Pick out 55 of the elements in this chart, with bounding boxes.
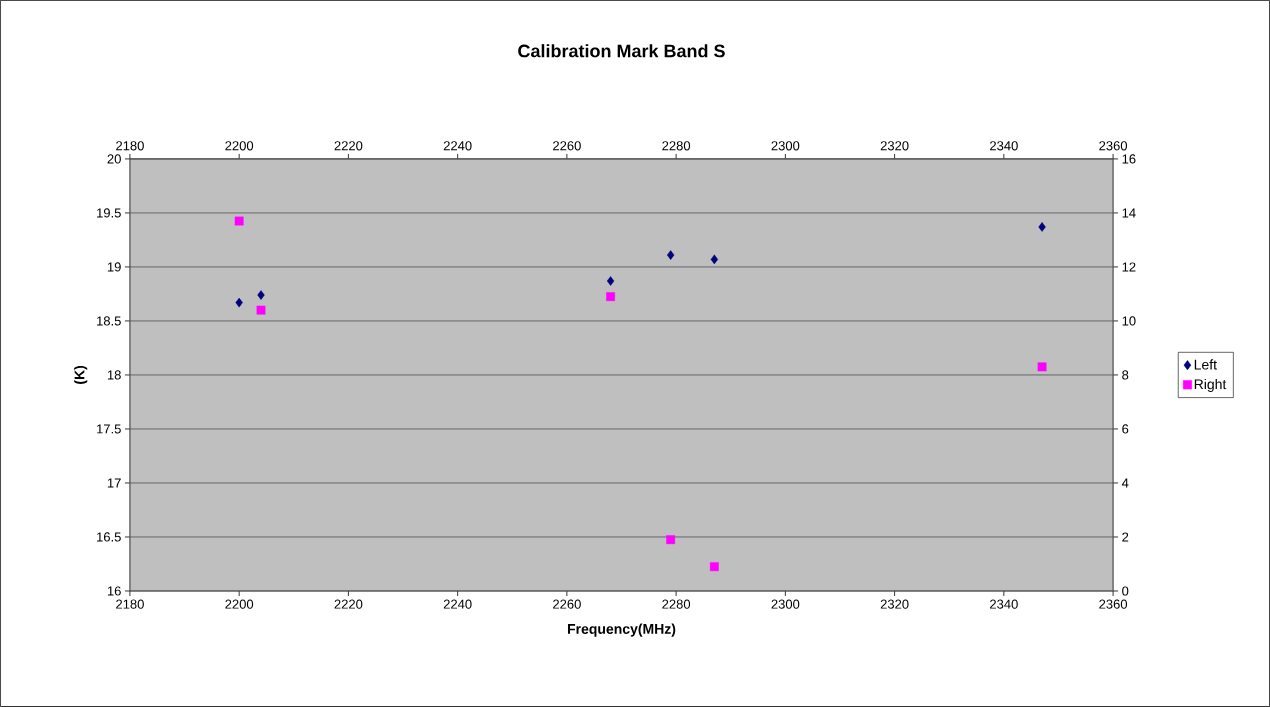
x2-tick-label: 2340 — [990, 141, 1018, 151]
point — [257, 290, 265, 300]
x-tick-label: 2260 — [553, 599, 581, 609]
x2-tick-label: 2180 — [116, 141, 144, 151]
y2-tick-label: 8 — [1122, 370, 1129, 380]
x-tick-label: 2200 — [225, 599, 254, 609]
legend-label: Left — [1194, 359, 1217, 370]
point — [666, 535, 676, 545]
x-tick-label: 2300 — [771, 599, 800, 609]
y2-tick-label: 12 — [1122, 262, 1136, 272]
x-tick-label: 2320 — [880, 599, 909, 609]
chart-title: Calibration Mark Band S — [518, 44, 725, 58]
y2-tick-label: 16 — [1122, 154, 1136, 164]
y2-tick-label: 6 — [1122, 424, 1129, 434]
x-tick-label: 2220 — [334, 599, 363, 609]
y-axis-title: (K) — [74, 365, 88, 385]
x-tick-label: 2180 — [116, 599, 144, 609]
y-tick-label: 19 — [107, 262, 121, 272]
x-tick-label: 2280 — [662, 599, 691, 609]
x2-tick-label: 2300 — [771, 141, 800, 151]
y-tick-label: 17 — [107, 478, 121, 488]
x-tick-label: 2240 — [443, 599, 472, 609]
x-tick-label: 2360 — [1099, 599, 1128, 609]
point — [256, 305, 266, 315]
y2-tick-label: 0 — [1122, 586, 1129, 596]
y-tick-label: 18.5 — [97, 316, 121, 326]
x2-tick-label: 2260 — [553, 141, 581, 151]
y-tick-label: 16 — [107, 586, 121, 596]
point — [1037, 362, 1047, 372]
y2-tick-label: 2 — [1122, 532, 1129, 542]
y2-tick-label: 14 — [1122, 208, 1136, 218]
y-tick-label: 19.5 — [97, 208, 121, 218]
point — [606, 276, 615, 286]
x2-tick-label: 2240 — [443, 141, 472, 151]
y-tick-label: 16.5 — [97, 532, 121, 542]
point — [1038, 222, 1046, 232]
legend-label: Right — [1194, 378, 1227, 393]
x-tick-label: 2340 — [990, 599, 1018, 609]
y2-tick-label: 4 — [1121, 478, 1129, 488]
x2-tick-label: 2200 — [225, 141, 254, 151]
x2-tick-label: 2280 — [662, 141, 691, 151]
x2-tick-label: 2220 — [334, 141, 363, 151]
x2-tick-label: 2360 — [1099, 141, 1128, 151]
point — [667, 250, 675, 260]
x-axis-title: Frequency(MHz) — [567, 623, 676, 637]
y-tick-label: 17.5 — [97, 424, 121, 434]
point — [234, 216, 244, 226]
y-tick-label: 18 — [107, 370, 121, 380]
point — [235, 297, 243, 308]
point — [710, 254, 719, 265]
x2-tick-label: 2320 — [880, 141, 909, 151]
point — [606, 292, 615, 302]
point — [709, 562, 719, 572]
y2-tick-label: 10 — [1122, 316, 1136, 326]
y-tick-label: 20 — [107, 154, 121, 164]
